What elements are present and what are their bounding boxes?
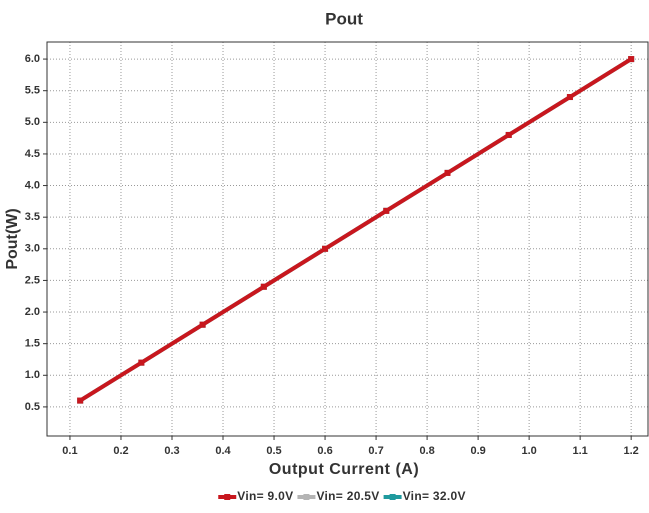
legend-label: Vin= 9.0V xyxy=(237,489,293,503)
x-tick-label: 0.1 xyxy=(62,445,77,457)
y-tick-label: 3.5 xyxy=(25,211,40,223)
x-axis-label: Output Current (A) xyxy=(269,461,419,478)
y-tick-label: 2.0 xyxy=(25,306,40,318)
point xyxy=(383,207,390,214)
x-tick-label: 1.2 xyxy=(624,445,639,457)
legend-marker xyxy=(389,494,396,500)
point xyxy=(77,397,84,404)
legend: Vin= 9.0V Vin= 20.5V Vin= 32.0V xyxy=(218,489,466,503)
x-tick-label: 0.8 xyxy=(419,445,434,457)
y-tick-label: 3.0 xyxy=(25,243,40,255)
plot-frame xyxy=(46,41,649,437)
y-tick-label: 5.5 xyxy=(25,85,40,97)
y-tick-label: 4.5 xyxy=(25,148,40,160)
point xyxy=(260,283,267,290)
point xyxy=(505,131,512,138)
y-tick-label: 1.0 xyxy=(25,369,40,381)
y-tick-label: 4.0 xyxy=(25,179,40,191)
x-tick-label: 0.3 xyxy=(164,445,179,457)
x-tick-label: 0.6 xyxy=(317,445,332,457)
x-tick-label: 1.1 xyxy=(572,445,587,457)
y-axis-label: Pout(W) xyxy=(4,208,21,269)
legend-marker xyxy=(303,494,310,500)
legend-label: Vin= 20.5V xyxy=(316,489,379,503)
chart-title: Pout xyxy=(325,9,363,28)
series-line xyxy=(79,57,633,403)
x-tick-label: 0.5 xyxy=(266,445,281,457)
y-tick-label: 0.5 xyxy=(25,401,40,413)
y-tick-label: 2.5 xyxy=(25,274,40,286)
point xyxy=(138,359,145,366)
x-tick-label: 0.4 xyxy=(215,445,231,457)
x-tick-label: 0.9 xyxy=(470,445,485,457)
y-tick-label: 1.5 xyxy=(25,338,40,350)
point xyxy=(199,321,206,328)
y-tick-label: 5.0 xyxy=(25,116,40,128)
x-tick-label: 0.7 xyxy=(368,445,383,457)
y-tick-label: 6.0 xyxy=(25,53,40,65)
x-tick-label: 1.0 xyxy=(521,445,536,457)
legend-marker xyxy=(224,494,231,500)
point xyxy=(566,94,573,101)
point xyxy=(322,245,329,252)
point xyxy=(444,169,451,176)
point xyxy=(628,56,635,63)
x-tick-label: 0.2 xyxy=(113,445,128,457)
legend-label: Vin= 32.0V xyxy=(403,489,466,503)
